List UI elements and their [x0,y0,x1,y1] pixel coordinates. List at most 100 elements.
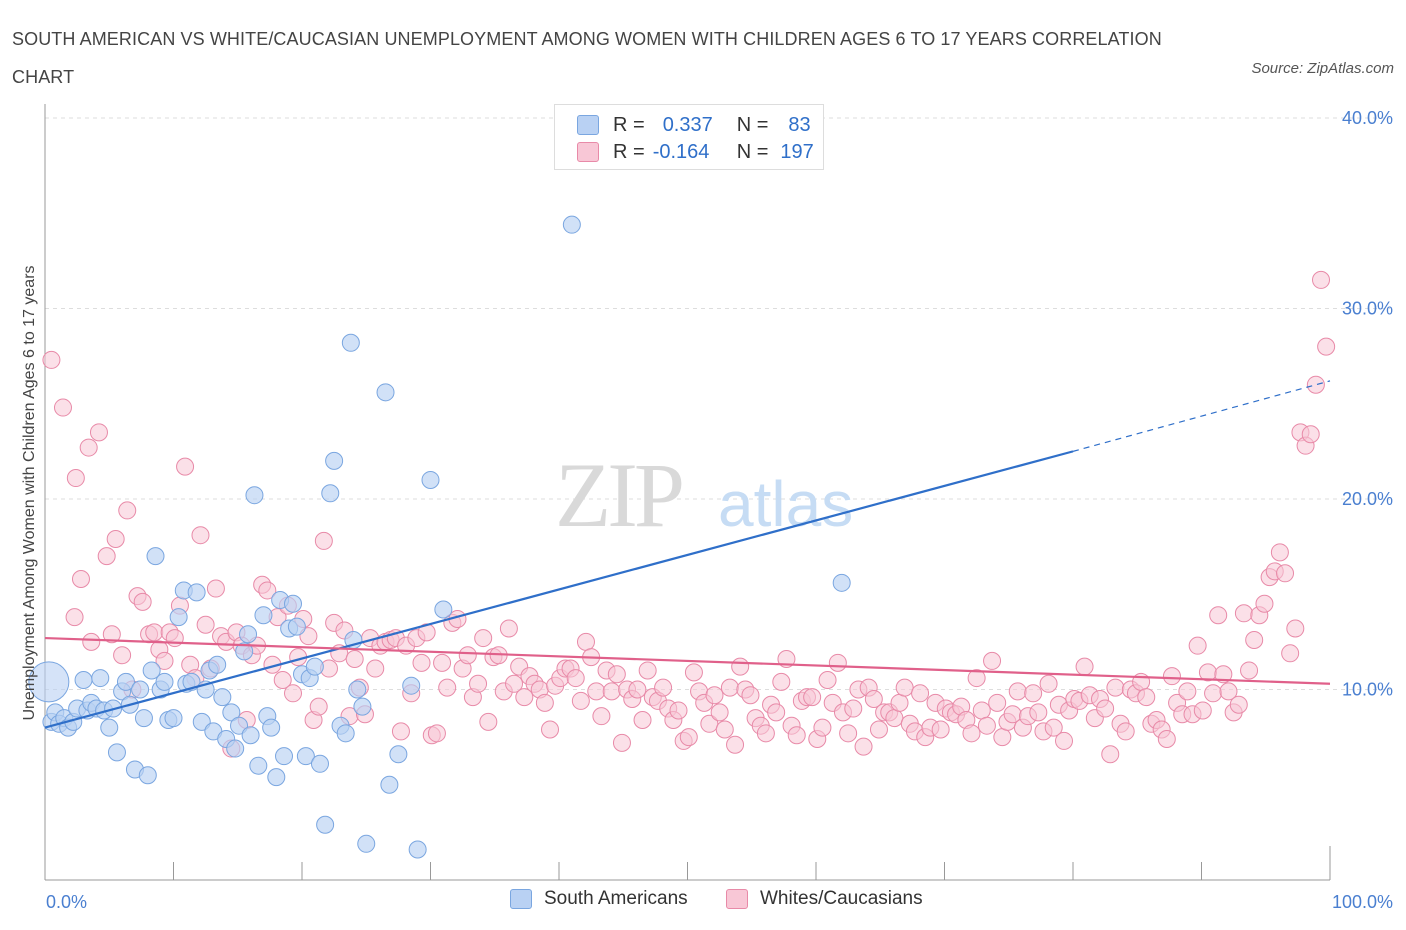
whites-point [885,709,904,728]
whites-point [1204,684,1223,703]
whites-point [42,350,61,369]
whites-point [1044,718,1063,737]
south-americans-point [325,451,344,470]
south-americans-point [74,670,93,689]
whites-point [576,632,595,651]
whites-point [726,735,745,754]
blue-swatch [510,889,532,909]
whites-point [155,651,174,670]
whites-point [499,619,518,638]
whites-point [505,674,524,693]
whites-point [79,438,98,457]
whites-point [106,530,125,549]
y-tick-label: 20.0% [1342,489,1393,509]
whites-point [895,678,914,697]
whites-point [1162,667,1181,686]
whites-point [977,716,996,735]
r-label: R = [613,140,645,163]
whites-point [715,720,734,739]
watermark: ZIP atlas [555,444,853,546]
whites-point [1039,674,1058,693]
legend-item-south-americans: South Americans [510,888,688,910]
r-value-south-americans: 0.337 [662,113,713,136]
whites-point [710,703,729,722]
whites-point [828,653,847,672]
south-americans-point [389,745,408,764]
south-americans-point [192,712,211,731]
whites-point [803,688,822,707]
whites-point [458,646,477,665]
whites-point [1209,606,1228,625]
n-label: N = [736,113,769,136]
whites-point [1106,678,1125,697]
legend-row-whites: R = -0.164 N = 197 [577,140,814,164]
whites-point [165,629,184,648]
whites-point [97,547,116,566]
whites-point [427,724,446,743]
whites-point [767,703,786,722]
whites-point [1101,745,1120,764]
whites-point [628,680,647,699]
whites-point [1178,682,1197,701]
whites-point [1306,375,1325,394]
whites-point [113,646,132,665]
south-americans-point [146,547,165,566]
whites-point [602,682,621,701]
south-americans-point [235,642,254,661]
whites-point [1245,630,1264,649]
whites-trend-line [44,636,1331,685]
whites-point [607,665,626,684]
y-axis-title: Unemployment Among Women with Children A… [21,265,38,720]
south-americans-point [91,669,110,688]
south-americans-point [262,718,281,737]
whites-point [469,674,488,693]
whites-point [705,686,724,705]
whites-point [1008,682,1027,701]
south-americans-point [241,726,260,745]
whites-point [1157,730,1176,749]
pink-swatch [577,142,599,162]
south-americans-point [226,739,245,758]
whites-point [813,718,832,737]
whites-point [972,701,991,720]
whites-point [299,627,318,646]
south-americans-point [222,703,241,722]
whites-point [412,653,431,672]
whites-point [1055,731,1074,750]
south-americans-point [267,768,286,787]
whites-point [366,659,385,678]
south-americans-point [310,754,329,773]
whites-point [82,632,101,651]
legend-row-south-americans: R = 0.337 N = 83 [577,113,811,137]
n-value-whites: 197 [780,140,814,163]
y-tick-label: 40.0% [1342,108,1393,128]
south-americans-point [164,709,183,728]
whites-point [756,724,775,743]
south-americans-point [208,655,227,674]
south-americans-point [116,672,135,691]
whites-point [71,570,90,589]
south-americans-point [287,617,306,636]
whites-point [438,678,457,697]
south-americans-point [275,747,294,766]
whites-point [787,726,806,745]
whites-point [839,724,858,743]
whites-point [417,623,436,642]
whites-point [1276,564,1295,583]
south-americans-point [155,672,174,691]
whites-point [273,670,292,689]
whites-point [535,693,554,712]
whites-point [684,663,703,682]
whites-point [638,661,657,680]
south-americans-point [380,775,399,794]
whites-point [314,531,333,550]
south-americans-point [562,215,581,234]
whites-point [890,693,909,712]
whites-point [587,682,606,701]
whites-point [772,672,791,691]
whites-point [1137,688,1156,707]
whites-point [118,501,137,520]
whites-point [911,684,930,703]
whites-point [284,684,303,703]
south-americans-point [348,680,367,699]
